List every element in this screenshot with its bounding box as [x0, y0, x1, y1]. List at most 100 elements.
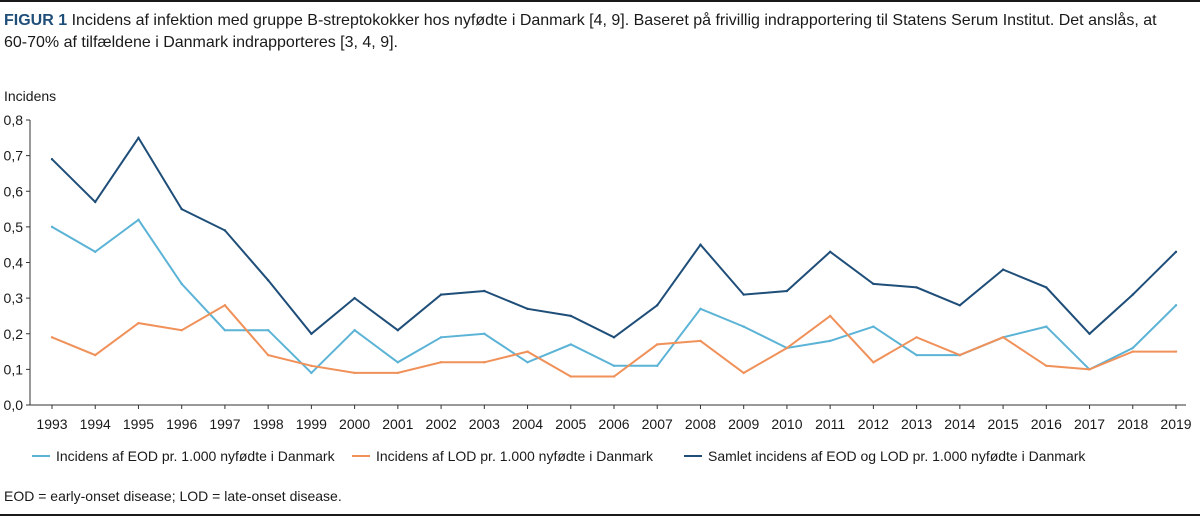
- data-point-lod: [223, 304, 227, 307]
- x-tick-label: 1998: [253, 416, 284, 432]
- data-point-total: [1088, 332, 1091, 335]
- x-tick-label: 2007: [642, 416, 673, 432]
- data-point-eod: [310, 371, 313, 375]
- x-tick-label: 2004: [512, 416, 543, 432]
- x-tick-label: 1999: [296, 416, 327, 432]
- x-tick-label: 2010: [771, 416, 802, 432]
- y-tick-label: 0,8: [4, 112, 24, 128]
- bottom-rule: [0, 514, 1200, 516]
- data-point-eod: [828, 339, 832, 343]
- data-point-lod: [180, 328, 183, 332]
- y-tick-label: 0,5: [4, 219, 24, 235]
- data-point-total: [526, 307, 529, 311]
- y-tick-label: 0,2: [4, 326, 24, 342]
- data-point-total: [958, 304, 962, 307]
- legend-label-eod: Incidens af EOD pr. 1.000 nyfødte i Danm…: [56, 448, 335, 464]
- legend-item-lod: Incidens af LOD pr. 1.000 nyfødte i Danm…: [352, 448, 653, 464]
- data-point-eod: [569, 343, 572, 346]
- data-point-eod: [1131, 346, 1134, 350]
- data-point-total: [785, 289, 789, 293]
- data-point-total: [353, 296, 356, 300]
- legend-swatch-lod: [352, 455, 370, 457]
- figure-caption: FIGUR 1 Incidens af infektion med gruppe…: [4, 10, 1184, 54]
- data-point-total: [1045, 286, 1048, 289]
- data-point-eod: [223, 328, 227, 332]
- x-tick-label: 2012: [858, 416, 889, 432]
- data-point-lod: [50, 336, 54, 339]
- data-point-lod: [612, 375, 616, 378]
- x-tick-label: 2014: [944, 416, 975, 432]
- data-point-eod: [742, 325, 745, 328]
- data-point-lod: [439, 361, 443, 364]
- data-point-lod: [94, 353, 97, 357]
- data-point-total: [396, 328, 400, 332]
- y-tick-label: 0,7: [4, 148, 24, 164]
- legend-label-lod: Incidens af LOD pr. 1.000 nyfødte i Danm…: [376, 448, 654, 464]
- data-point-lod: [915, 336, 918, 339]
- data-point-eod: [94, 250, 97, 254]
- legend-swatch-total: [684, 455, 702, 457]
- data-point-total: [612, 336, 616, 339]
- series-line-eod: [51, 218, 1177, 375]
- data-point-total: [223, 229, 227, 232]
- y-tick-label: 0,1: [4, 361, 24, 377]
- data-point-eod: [915, 353, 918, 357]
- data-point-total: [1001, 268, 1005, 271]
- data-point-lod: [266, 353, 270, 357]
- y-tick-label: 0,6: [4, 183, 24, 199]
- x-tick-label: 2003: [469, 416, 500, 432]
- data-point-lod: [1088, 368, 1091, 371]
- data-point-lod: [310, 364, 313, 368]
- x-tick-label: 2018: [1117, 416, 1148, 432]
- data-point-eod: [353, 328, 356, 332]
- data-point-total: [742, 293, 745, 296]
- data-point-total: [915, 286, 918, 289]
- data-point-eod: [656, 364, 659, 368]
- x-tick-label: 2005: [555, 416, 586, 432]
- legend-item-total: Samlet incidens af EOD og LOD pr. 1.000 …: [684, 448, 1085, 464]
- x-tick-label: 2001: [382, 416, 413, 432]
- y-tick-label: 0,0: [4, 397, 24, 413]
- data-point-eod: [439, 336, 443, 339]
- data-point-eod: [872, 325, 875, 328]
- x-tick-label: 1996: [166, 416, 197, 432]
- data-point-lod: [872, 361, 875, 364]
- data-point-total: [439, 293, 443, 296]
- data-point-lod: [353, 371, 356, 375]
- data-point-lod: [483, 361, 486, 364]
- data-point-lod: [828, 314, 832, 318]
- data-point-eod: [50, 225, 54, 229]
- data-point-eod: [180, 282, 183, 286]
- data-point-lod: [569, 375, 572, 378]
- data-point-total: [872, 282, 875, 286]
- x-tick-label: 2016: [1031, 416, 1062, 432]
- data-point-total: [656, 304, 659, 307]
- x-tick-label: 2017: [1074, 416, 1105, 432]
- x-tick-label: 2000: [339, 416, 370, 432]
- data-point-eod: [266, 328, 270, 332]
- data-point-total: [483, 289, 486, 293]
- data-point-total: [699, 243, 702, 246]
- x-tick-label: 2008: [685, 416, 716, 432]
- caption-text: Incidens af infektion med gruppe B-strep…: [4, 12, 1157, 51]
- y-axis-label: Incidens: [4, 88, 57, 104]
- data-point-lod: [742, 371, 745, 375]
- data-point-total: [569, 314, 572, 318]
- data-point-lod: [1174, 350, 1178, 353]
- data-point-eod: [483, 332, 486, 335]
- x-tick-label: 2019: [1160, 416, 1191, 432]
- y-tick-label: 0,3: [4, 290, 24, 306]
- legend-swatch-eod: [32, 455, 50, 457]
- x-tick-label: 1994: [80, 416, 111, 432]
- data-point-lod: [396, 371, 400, 375]
- data-point-lod: [1131, 350, 1134, 353]
- top-rule: [0, 0, 1200, 2]
- data-point-lod: [137, 321, 140, 325]
- data-point-lod: [699, 339, 702, 343]
- x-tick-label: 1993: [36, 416, 67, 432]
- legend-item-eod: Incidens af EOD pr. 1.000 nyfødte i Danm…: [32, 448, 335, 464]
- x-tick-label: 2006: [598, 416, 629, 432]
- x-tick-label: 2011: [815, 416, 845, 432]
- data-point-eod: [526, 361, 529, 364]
